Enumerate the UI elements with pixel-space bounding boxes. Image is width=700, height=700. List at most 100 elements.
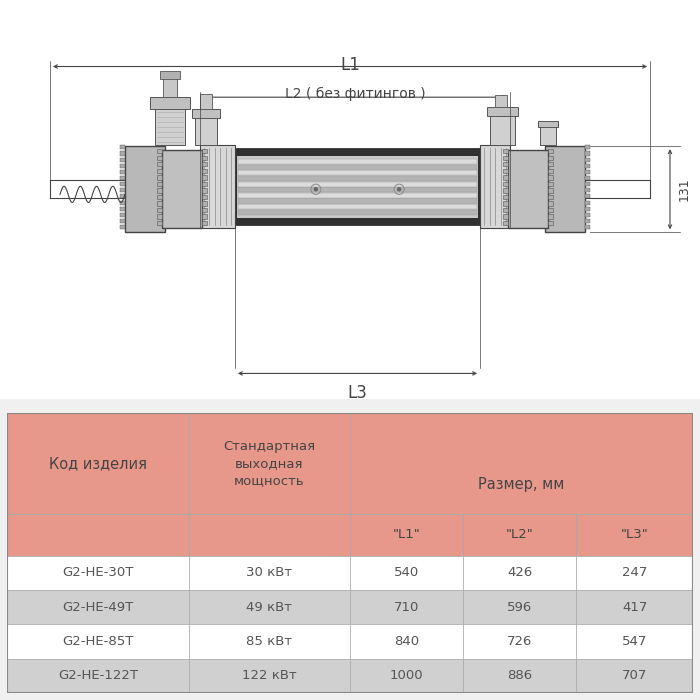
Bar xyxy=(503,202,508,206)
Bar xyxy=(585,195,590,199)
Bar xyxy=(120,151,125,155)
Bar xyxy=(120,200,125,204)
Bar xyxy=(202,182,207,186)
Bar xyxy=(235,148,480,225)
Bar xyxy=(238,181,477,187)
Bar xyxy=(548,182,553,186)
Bar xyxy=(503,182,508,186)
Text: L2 ( без фитингов ): L2 ( без фитингов ) xyxy=(285,87,426,101)
Bar xyxy=(463,556,576,590)
Text: L3: L3 xyxy=(348,384,368,402)
Bar xyxy=(125,146,165,232)
Bar xyxy=(7,659,189,693)
Text: 30 кВт: 30 кВт xyxy=(246,566,293,580)
Bar xyxy=(7,624,189,659)
Bar xyxy=(503,195,508,199)
Bar xyxy=(202,188,207,193)
Bar xyxy=(238,199,477,204)
Bar xyxy=(202,169,207,173)
Bar xyxy=(585,164,590,168)
Bar xyxy=(120,213,125,217)
Bar xyxy=(160,71,180,79)
Text: Стандартная
выходная
мощность: Стандартная выходная мощность xyxy=(223,440,316,487)
Bar xyxy=(189,624,350,659)
Bar xyxy=(202,208,207,212)
Bar xyxy=(548,156,553,160)
Bar xyxy=(585,176,590,180)
Bar xyxy=(585,146,590,149)
Text: 840: 840 xyxy=(394,635,419,648)
Bar xyxy=(202,176,207,179)
Bar xyxy=(200,94,212,109)
Text: "L3": "L3" xyxy=(621,528,649,541)
Bar xyxy=(548,162,553,167)
Text: 710: 710 xyxy=(394,601,419,614)
Bar xyxy=(7,413,189,514)
Bar xyxy=(163,77,177,97)
Text: 886: 886 xyxy=(508,669,532,682)
Bar xyxy=(157,188,162,193)
Bar xyxy=(202,195,207,199)
Bar xyxy=(585,206,590,211)
Text: L1: L1 xyxy=(340,56,360,74)
Bar xyxy=(7,514,189,556)
Bar xyxy=(120,182,125,186)
Text: 122 кВт: 122 кВт xyxy=(242,669,297,682)
Bar xyxy=(238,193,477,198)
Bar xyxy=(463,659,576,693)
Bar xyxy=(350,514,463,556)
Bar xyxy=(495,95,507,107)
Bar xyxy=(202,149,207,153)
Bar xyxy=(202,214,207,218)
Bar xyxy=(157,176,162,179)
Bar xyxy=(7,590,189,624)
Text: 596: 596 xyxy=(508,601,533,614)
Text: 426: 426 xyxy=(508,566,533,580)
Bar xyxy=(120,170,125,174)
Bar xyxy=(120,176,125,180)
Bar xyxy=(238,204,477,209)
Text: G2-HE-85T: G2-HE-85T xyxy=(62,635,134,648)
Circle shape xyxy=(314,188,317,191)
Bar xyxy=(463,514,576,556)
Bar xyxy=(548,195,553,199)
Bar xyxy=(157,221,162,225)
Bar xyxy=(237,155,478,218)
Bar xyxy=(7,556,189,590)
Bar xyxy=(503,156,508,160)
Bar xyxy=(200,146,235,228)
Text: 1000: 1000 xyxy=(390,669,424,682)
Bar xyxy=(508,150,548,228)
Bar xyxy=(548,169,553,173)
Text: G2-HE-122T: G2-HE-122T xyxy=(58,669,138,682)
Text: 247: 247 xyxy=(622,566,648,580)
Bar xyxy=(480,146,510,228)
Bar xyxy=(576,514,693,556)
Bar xyxy=(120,206,125,211)
Text: Размер, мм: Размер, мм xyxy=(478,477,565,492)
Bar xyxy=(585,219,590,223)
Bar xyxy=(192,109,220,118)
Bar xyxy=(120,195,125,199)
Bar xyxy=(238,176,477,181)
Bar xyxy=(503,149,508,153)
Bar xyxy=(576,590,693,624)
Bar xyxy=(120,225,125,229)
Text: Код изделия: Код изделия xyxy=(49,456,147,471)
Bar xyxy=(585,200,590,204)
Text: 547: 547 xyxy=(622,635,648,648)
Bar xyxy=(548,221,553,225)
Bar xyxy=(157,162,162,167)
Bar xyxy=(503,208,508,212)
Bar xyxy=(189,556,350,590)
Bar xyxy=(576,659,693,693)
Bar xyxy=(585,151,590,155)
Text: 49 кВт: 49 кВт xyxy=(246,601,293,614)
Bar xyxy=(585,188,590,193)
Bar xyxy=(538,120,558,127)
Bar xyxy=(238,159,477,164)
Bar xyxy=(202,202,207,206)
Text: 540: 540 xyxy=(394,566,419,580)
Bar xyxy=(463,624,576,659)
Bar xyxy=(576,556,693,590)
